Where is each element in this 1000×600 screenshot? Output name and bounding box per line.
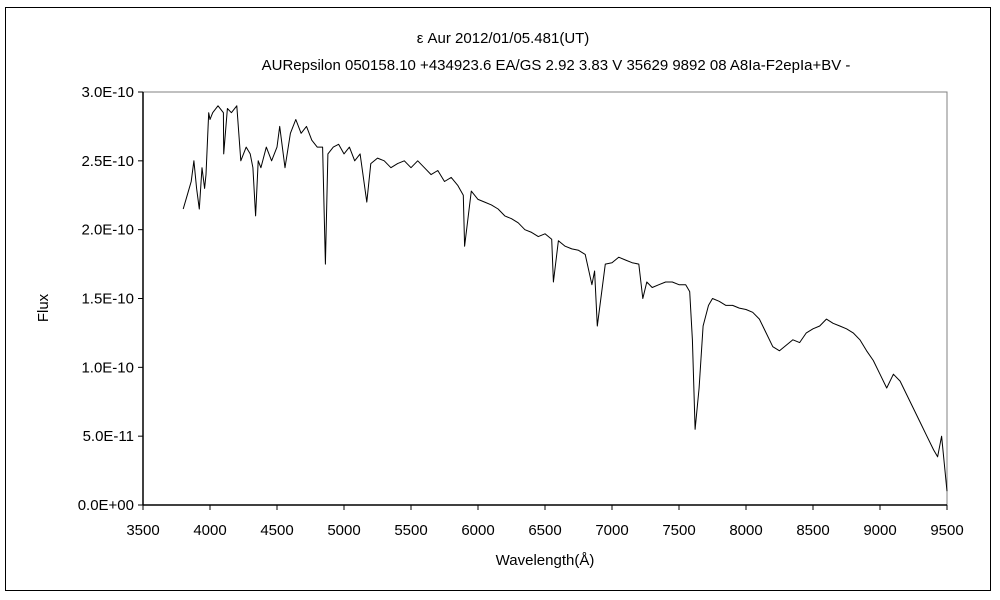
y-axis-label: Flux	[35, 293, 52, 322]
y-tick-label: 0.0E+00	[78, 497, 134, 514]
spectrum-chart: ε Aur 2012/01/05.481(UT) AURepsilon 0501…	[35, 30, 964, 569]
y-tick-label: 1.0E-10	[81, 359, 134, 376]
x-tick-label: 7000	[595, 522, 628, 539]
x-tick-label: 6500	[528, 522, 561, 539]
x-tick-label: 8500	[796, 522, 829, 539]
x-tick-label: 8000	[729, 522, 762, 539]
y-tick-label: 1.5E-10	[81, 291, 134, 308]
x-tick-label: 5500	[394, 522, 427, 539]
x-tick-label: 5000	[327, 522, 360, 539]
plot-area	[142, 91, 948, 506]
spectrum-line	[182, 105, 948, 492]
x-axis: 3500 4000 4500 5000 5500 6000 6500 7000 7500 8000…	[126, 504, 964, 539]
x-tick-label: 3500	[126, 522, 159, 539]
y-tick-label: 3.0E-10	[81, 84, 134, 101]
chart-title: ε Aur 2012/01/05.481(UT)	[417, 30, 590, 47]
x-axis-label: Wavelength(Å)	[496, 552, 595, 569]
y-tick-label: 2.5E-10	[81, 153, 134, 170]
x-tick-label: 4000	[193, 522, 226, 539]
x-tick-label: 9000	[863, 522, 896, 539]
x-tick-label: 7500	[662, 522, 695, 539]
series-group	[182, 105, 948, 492]
y-tick-label: 5.0E-11	[83, 428, 134, 445]
y-tick-label: 2.0E-10	[81, 222, 134, 239]
chart-frame: ε Aur 2012/01/05.481(UT) AURepsilon 0501…	[5, 7, 991, 591]
x-tick-label: 4500	[260, 522, 293, 539]
x-tick-label: 9500	[930, 522, 963, 539]
y-axis: 0.0E+00 5.0E-11 1.0E-10 1.5E-10 2.0E-10 2.5E-…	[78, 84, 144, 514]
x-tick-label: 6000	[461, 522, 494, 539]
chart-subtitle: AURepsilon 050158.10 +434923.6 EA/GS 2.9…	[262, 57, 851, 74]
